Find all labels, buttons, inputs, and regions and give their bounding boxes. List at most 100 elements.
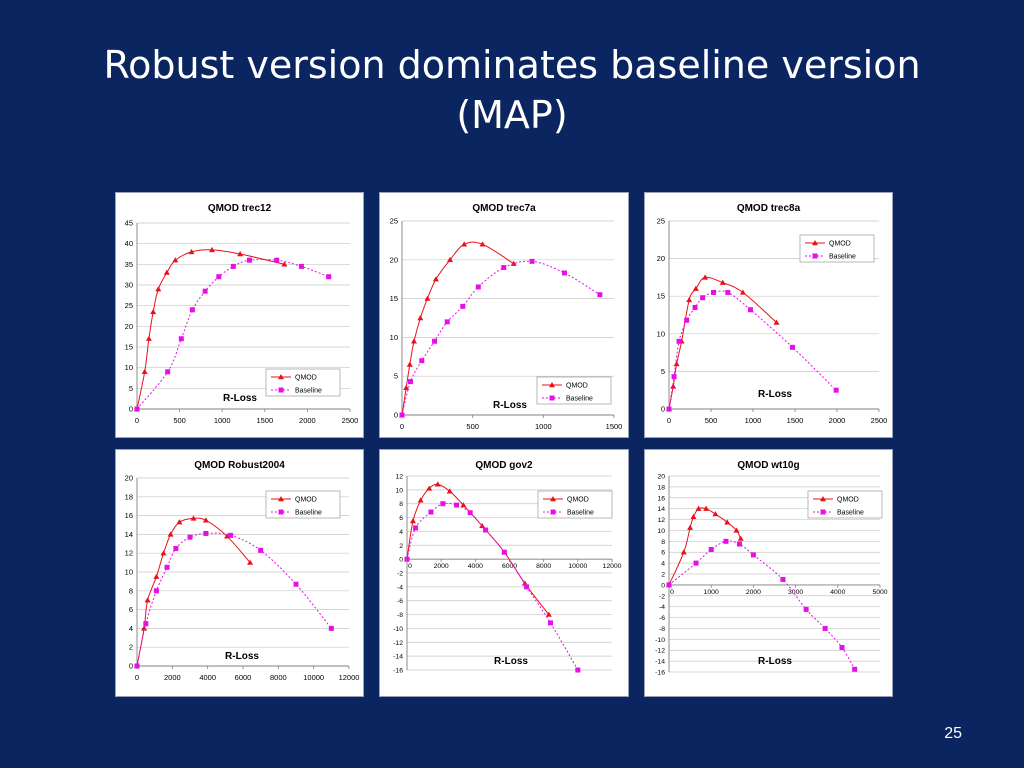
- baseline-point: [432, 338, 438, 344]
- baseline-point: [780, 576, 786, 582]
- qmod-point: [690, 513, 697, 520]
- baseline-point: [475, 284, 481, 290]
- chart-title: QMOD trec8a: [737, 203, 801, 214]
- baseline-point: [671, 374, 677, 380]
- y-tick-label: 25: [125, 301, 133, 310]
- baseline-point: [274, 257, 280, 263]
- x-tick-label: 12000: [339, 673, 360, 682]
- legend-label-qmod: QMOD: [829, 241, 851, 248]
- baseline-point: [666, 406, 672, 412]
- y-tick-label: -10: [393, 626, 403, 633]
- baseline-point: [173, 546, 179, 551]
- x-tick-label: 2000: [434, 563, 449, 570]
- chart-trec8a-svg: QMOD trec8a 0 5 10 15 20 25 0 500 1000 1500 2000 250…: [657, 203, 888, 425]
- chart-title: QMOD wt10g: [737, 460, 799, 471]
- y-tick-label: 40: [125, 239, 133, 248]
- qmod-point: [141, 368, 148, 374]
- y-tick-label: 5: [129, 384, 133, 393]
- qmod-point: [417, 497, 424, 503]
- qmod-point: [160, 550, 167, 556]
- x-tick-label: 0: [135, 673, 139, 682]
- y-tick-label: 20: [657, 474, 665, 481]
- qmod-point: [190, 515, 197, 521]
- baseline-point: [454, 502, 460, 508]
- y-tick-label: 10: [657, 528, 665, 535]
- baseline-point: [711, 289, 717, 295]
- qmod-point: [406, 361, 413, 367]
- legend-label-baseline: Baseline: [837, 510, 864, 517]
- baseline-point: [230, 263, 236, 269]
- qmod-point: [202, 517, 209, 523]
- x-tick-label: 12000: [603, 563, 622, 570]
- chart-trec7a-svg: QMOD trec7a 0 5 10 15 20 25 0 500 1000 1500 R-Loss Q…: [390, 203, 623, 431]
- x-tick-label: 6000: [235, 673, 252, 682]
- x-axis-title: R-Loss: [494, 656, 528, 667]
- x-tick-label: 500: [705, 416, 718, 425]
- baseline-point: [524, 584, 530, 590]
- x-tick-label: 500: [173, 416, 186, 425]
- legend-label-baseline: Baseline: [295, 388, 322, 395]
- baseline-point: [803, 606, 809, 612]
- y-tick-label: -8: [659, 626, 665, 633]
- legend-marker-qmod: [278, 374, 284, 380]
- y-tick-label: 14: [657, 506, 665, 513]
- x-tick-label: 0: [400, 422, 404, 431]
- qmod-point: [172, 257, 179, 263]
- qmod-point: [417, 315, 424, 321]
- y-tick-label: 10: [390, 333, 398, 342]
- baseline-point: [293, 581, 299, 587]
- chart-panel-trec7a: QMOD trec7a 0 5 10 15 20 25 0 500 1000 1500 R-Loss Q…: [379, 192, 629, 438]
- series-line-baseline: [668, 290, 837, 410]
- y-tick-label: 6: [661, 550, 665, 557]
- baseline-point: [700, 295, 706, 301]
- x-tick-label: 0: [135, 416, 139, 425]
- legend-marker-baseline: [278, 509, 284, 515]
- y-tick-label: 10: [125, 568, 133, 577]
- x-tick-label: 0: [667, 416, 671, 425]
- qmod-point: [692, 285, 699, 291]
- x-tick-label: 0: [408, 563, 412, 570]
- y-tick-label: 0: [129, 405, 133, 414]
- legend-marker-baseline: [550, 509, 556, 515]
- series-line-qmod: [401, 241, 514, 416]
- y-tick-label: -10: [655, 637, 665, 644]
- series-line-baseline: [136, 532, 332, 667]
- baseline-point: [723, 538, 729, 544]
- y-tick-label: -12: [393, 640, 403, 647]
- baseline-point: [444, 319, 450, 325]
- qmod-point: [739, 289, 746, 295]
- qmod-point: [163, 269, 170, 275]
- baseline-point: [833, 387, 839, 393]
- legend-box: [265, 368, 341, 397]
- y-tick-label: 35: [125, 260, 133, 269]
- y-tick-label: 16: [657, 495, 665, 502]
- x-tick-label: 1000: [535, 422, 552, 431]
- baseline-point: [750, 552, 756, 558]
- chart-title: QMOD trec7a: [472, 203, 536, 214]
- y-tick-label: 14: [125, 530, 133, 539]
- x-tick-label: 1500: [787, 416, 804, 425]
- baseline-point: [228, 532, 234, 538]
- y-tick-label: 20: [657, 254, 665, 263]
- y-tick-label: 15: [125, 343, 133, 352]
- x-tick-label: 0: [670, 589, 674, 596]
- y-tick-label: 5: [394, 372, 398, 381]
- x-axis-title: R-Loss: [758, 656, 792, 667]
- qmod-point: [695, 505, 702, 511]
- x-axis-title: R-Loss: [225, 651, 259, 662]
- x-tick-label: 10000: [568, 563, 587, 570]
- legend-marker-baseline: [812, 253, 818, 259]
- qmod-point: [281, 261, 288, 267]
- legend-box: [265, 490, 341, 519]
- series-line-baseline: [668, 540, 856, 670]
- baseline-point: [483, 527, 489, 533]
- qmod-point: [719, 279, 726, 285]
- baseline-point: [399, 412, 405, 418]
- y-tick-label: -14: [393, 654, 403, 661]
- qmod-point: [737, 535, 744, 541]
- y-tick-label: 16: [125, 511, 133, 520]
- x-axis-title: R-Loss: [758, 389, 792, 400]
- baseline-point: [202, 288, 208, 294]
- x-tick-label: 10000: [303, 673, 324, 682]
- x-tick-label: 1000: [214, 416, 231, 425]
